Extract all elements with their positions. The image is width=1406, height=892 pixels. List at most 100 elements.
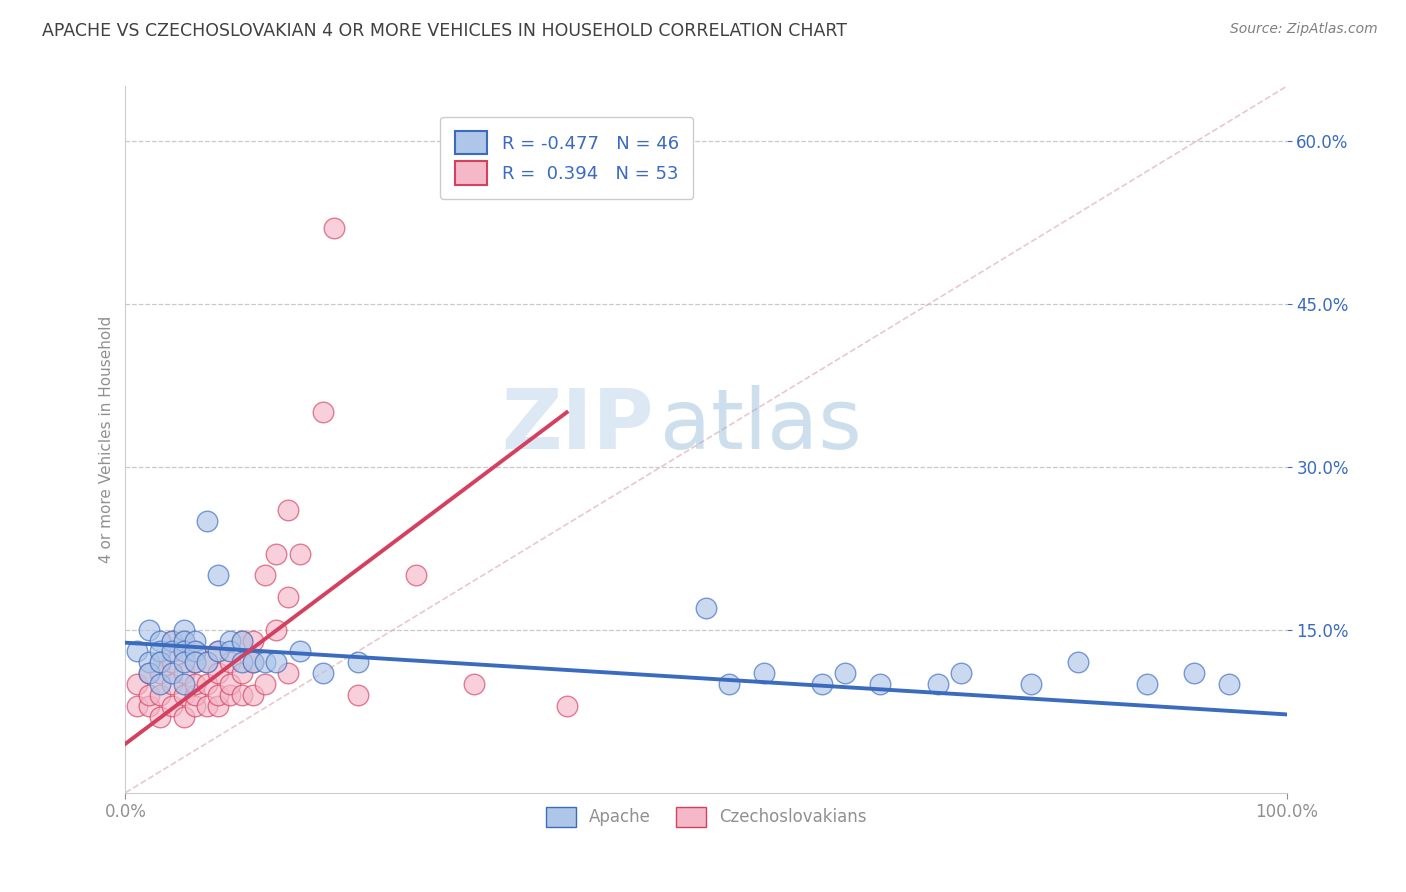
Point — [195, 677, 218, 691]
Point — [173, 644, 195, 658]
Point — [555, 698, 578, 713]
Point — [950, 666, 973, 681]
Point — [346, 655, 368, 669]
Point — [195, 698, 218, 713]
Point — [149, 709, 172, 723]
Point — [160, 666, 183, 681]
Point — [138, 698, 160, 713]
Point — [184, 698, 207, 713]
Point — [195, 655, 218, 669]
Point — [834, 666, 856, 681]
Point — [125, 644, 148, 658]
Point — [253, 655, 276, 669]
Point — [184, 655, 207, 669]
Point — [138, 666, 160, 681]
Point — [184, 644, 207, 658]
Point — [138, 688, 160, 702]
Point — [184, 633, 207, 648]
Point — [266, 623, 288, 637]
Point — [173, 688, 195, 702]
Point — [242, 655, 264, 669]
Point — [149, 666, 172, 681]
Point — [718, 677, 741, 691]
Point — [173, 655, 195, 669]
Point — [288, 644, 311, 658]
Point — [184, 655, 207, 669]
Point — [277, 590, 299, 604]
Point — [184, 677, 207, 691]
Point — [138, 655, 160, 669]
Point — [149, 677, 172, 691]
Point — [173, 633, 195, 648]
Point — [125, 698, 148, 713]
Y-axis label: 4 or more Vehicles in Household: 4 or more Vehicles in Household — [100, 316, 114, 563]
Text: APACHE VS CZECHOSLOVAKIAN 4 OR MORE VEHICLES IN HOUSEHOLD CORRELATION CHART: APACHE VS CZECHOSLOVAKIAN 4 OR MORE VEHI… — [42, 22, 848, 40]
Point — [253, 677, 276, 691]
Point — [1136, 677, 1159, 691]
Legend: Apache, Czechoslovakians: Apache, Czechoslovakians — [538, 800, 873, 834]
Point — [160, 644, 183, 658]
Point — [927, 677, 949, 691]
Point — [195, 655, 218, 669]
Text: Source: ZipAtlas.com: Source: ZipAtlas.com — [1230, 22, 1378, 37]
Point — [138, 666, 160, 681]
Point — [312, 666, 335, 681]
Point — [173, 623, 195, 637]
Point — [149, 633, 172, 648]
Point — [149, 655, 172, 669]
Point — [173, 677, 195, 691]
Text: ZIP: ZIP — [502, 384, 654, 466]
Point — [346, 688, 368, 702]
Point — [242, 633, 264, 648]
Point — [160, 633, 183, 648]
Point — [231, 688, 253, 702]
Point — [219, 688, 242, 702]
Point — [869, 677, 891, 691]
Point — [219, 677, 242, 691]
Point — [266, 655, 288, 669]
Point — [219, 644, 242, 658]
Point — [1066, 655, 1088, 669]
Point — [138, 623, 160, 637]
Point — [219, 655, 242, 669]
Point — [277, 666, 299, 681]
Point — [207, 666, 229, 681]
Point — [149, 688, 172, 702]
Point — [219, 633, 242, 648]
Point — [125, 677, 148, 691]
Point — [1218, 677, 1240, 691]
Point — [752, 666, 775, 681]
Point — [1019, 677, 1042, 691]
Point — [173, 709, 195, 723]
Point — [184, 644, 207, 658]
Point — [149, 655, 172, 669]
Point — [195, 514, 218, 528]
Point — [312, 405, 335, 419]
Point — [288, 547, 311, 561]
Point — [173, 644, 195, 658]
Point — [323, 220, 346, 235]
Point — [277, 503, 299, 517]
Point — [253, 568, 276, 582]
Point — [695, 601, 717, 615]
Point — [207, 644, 229, 658]
Point — [173, 666, 195, 681]
Point — [173, 633, 195, 648]
Point — [231, 633, 253, 648]
Point — [231, 655, 253, 669]
Point — [405, 568, 427, 582]
Point — [1182, 666, 1205, 681]
Point — [242, 688, 264, 702]
Point — [463, 677, 485, 691]
Point — [160, 633, 183, 648]
Text: atlas: atlas — [659, 384, 862, 466]
Point — [231, 666, 253, 681]
Point — [160, 655, 183, 669]
Point — [207, 644, 229, 658]
Point — [242, 655, 264, 669]
Point — [207, 688, 229, 702]
Point — [149, 644, 172, 658]
Point — [160, 677, 183, 691]
Point — [231, 633, 253, 648]
Point — [184, 688, 207, 702]
